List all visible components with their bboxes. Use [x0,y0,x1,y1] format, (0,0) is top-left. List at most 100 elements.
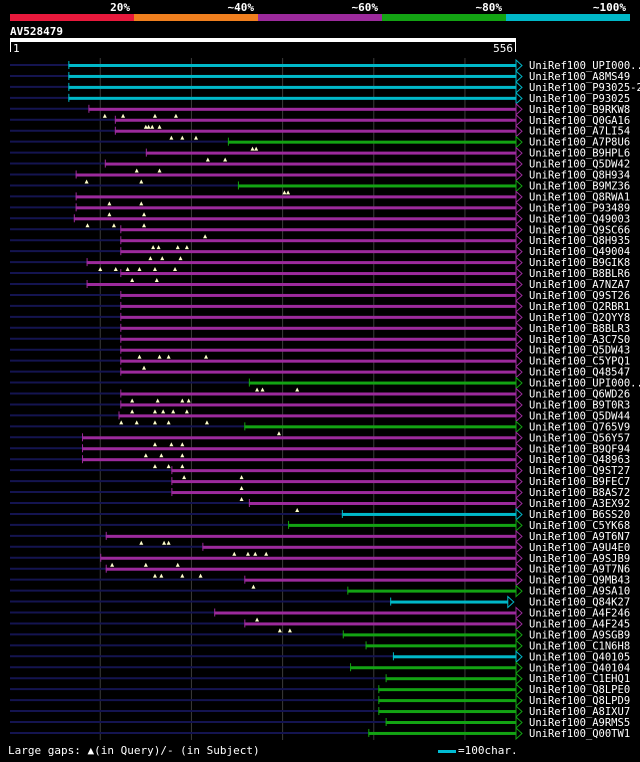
hit-aligned-bar [244,622,516,626]
hit-arrow-head [515,398,523,412]
hit-arrow-head [515,201,523,215]
hit-aligned-bar [378,710,516,714]
hit-label: UniRef100_B9T0R3 [529,399,630,411]
hit-arrow-head [515,310,523,324]
gaps-legend: Large gaps: ▲(in Query)/- (in Subject) [8,744,260,757]
hit-label: UniRef100_B8AS72 [529,487,630,499]
hit-aligned-bar [120,272,517,276]
hit-aligned-bar [202,545,517,549]
query-gap-marker [255,387,260,392]
hit-aligned-bar [171,469,516,473]
hit-aligned-bar [120,304,517,308]
hit-label: UniRef100_Q49004 [529,246,630,258]
identity-label-c40: ~40% [228,1,255,14]
hit-label: UniRef100_Q5DW44 [529,410,630,422]
hit-aligned-bar [114,129,516,133]
hit-label: UniRef100_Q5DW42 [529,159,630,171]
query-gap-marker [152,442,157,447]
query-gap-marker [161,409,166,414]
query-gap-marker [173,267,178,272]
hit-arrow-head [515,179,523,193]
hit-aligned-bar [120,228,517,232]
hit-arrow-head [515,135,523,149]
query-gap-marker [254,146,259,151]
hit-arrow-head [507,595,515,609]
hit-arrow-head [515,376,523,390]
hit-label: UniRef100_B6SS20 [529,509,630,521]
query-gap-marker [134,420,139,425]
query-gap-marker [159,573,164,578]
hit-aligned-bar [120,348,517,352]
hit-label: UniRef100_Q765V9 [529,421,630,433]
hit-label: UniRef100_Q8LPD9 [529,695,630,707]
hit-aligned-bar [350,666,516,670]
hit-label: UniRef100_Q8LPE0 [529,684,630,696]
hit-label: UniRef100_A7P8U6 [529,137,630,149]
query-gap-marker [142,365,147,370]
identity-segment-c100 [506,14,630,21]
query-gap-marker [223,157,228,162]
hit-aligned-bar [86,261,516,265]
query-gap-marker [125,267,130,272]
hit-aligned-bar [244,578,516,582]
hit-aligned-bar [86,283,516,286]
query-gap-marker [143,124,148,129]
query-gap-marker [205,157,210,162]
hit-label: UniRef100_Q0GA16 [529,115,630,127]
identity-segment-c40 [134,14,258,21]
query-gap-marker [295,387,300,392]
query-gap-marker [151,245,156,250]
query-gap-marker [173,113,178,118]
hit-aligned-bar [342,633,516,637]
hit-arrow-head [515,606,523,620]
ruler-end-label: 556 [493,42,513,55]
hit-arrow-head [515,146,523,160]
hit-aligned-bar [368,731,516,735]
hit-arrow-head [515,102,523,116]
query-gap-marker [166,420,171,425]
hit-label: UniRef100_Q6WD26 [529,389,630,401]
hit-label: UniRef100_C1N6H8 [529,640,630,652]
query-gap-marker [180,442,185,447]
query-gap-marker [130,409,135,414]
identity-label-c60: ~60% [352,1,379,14]
query-gap-marker [152,573,157,578]
identity-segment-c20 [10,14,134,21]
query-gap-marker [157,168,162,173]
hit-label: UniRef100_Q9ST27 [529,465,630,477]
query-gap-marker [107,201,112,206]
query-gap-marker [178,256,183,261]
hit-aligned-bar [82,447,517,451]
hit-arrow-head [515,507,523,522]
hit-aligned-bar [378,688,516,692]
hit-arrow-head [515,617,523,631]
hit-label: UniRef100_P93489 [529,202,630,214]
hit-arrow-head [515,485,523,500]
hit-aligned-bar [120,370,517,374]
hit-label: UniRef100_Q8H934 [529,170,630,182]
query-gap-marker [251,584,256,589]
query-gap-marker [139,201,144,206]
hit-arrow-head [515,628,523,642]
hit-arrow-head [515,518,523,533]
query-gap-marker [121,113,126,118]
hit-aligned-bar [82,436,517,440]
hit-label: UniRef100_A7LI54 [529,126,630,138]
hit-arrow-head [515,551,523,565]
query-gap-marker [175,562,180,567]
query-gap-marker [119,420,124,425]
hit-aligned-bar [227,140,516,144]
query-gap-marker [102,113,107,118]
query-gap-marker [130,398,135,403]
hit-aligned-bar [392,655,516,659]
hit-arrow-head [515,168,523,182]
hit-aligned-bar [378,699,516,703]
hit-aligned-bar [214,611,516,615]
query-gap-marker [137,354,142,359]
query-gap-marker [282,190,287,195]
hit-arrow-head [515,529,523,543]
query-gap-marker [156,245,161,250]
hit-aligned-bar [120,403,517,407]
